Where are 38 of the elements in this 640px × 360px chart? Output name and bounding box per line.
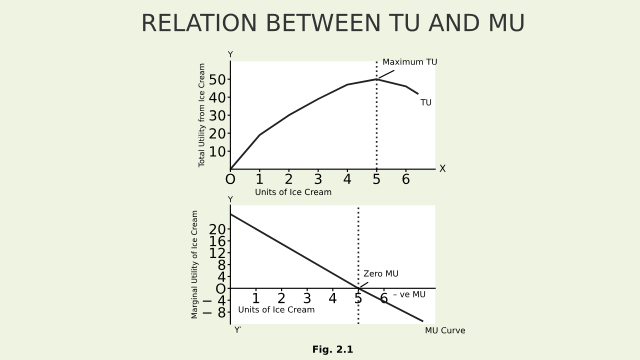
- text: Y′: [234, 326, 242, 333]
- y-tick-label: 20: [210, 224, 226, 234]
- x-tick-label: 5: [373, 174, 380, 184]
- series-label: MU Curve: [426, 327, 466, 334]
- x-axis-title: Units of Ice Cream: [256, 188, 332, 196]
- annotation: Zero MU: [364, 270, 398, 277]
- x-tick-label: 4: [329, 292, 336, 304]
- annotation: Maximum TU: [383, 58, 437, 65]
- caption: Fig. 2.1: [313, 345, 353, 355]
- series-label: TU: [420, 99, 432, 106]
- x-tick-label: 4: [344, 174, 352, 184]
- x-tick-label: 2: [278, 292, 285, 304]
- y-tick-label: 16: [210, 236, 226, 246]
- y-tick-label: 50: [210, 74, 226, 85]
- y-tick-label: 10: [210, 146, 226, 157]
- x-tick-label: 3: [314, 174, 322, 184]
- text: X: [440, 164, 446, 172]
- x-tick-label: O: [226, 174, 236, 184]
- y-tick-label: 4: [218, 272, 226, 282]
- annotation: – ve MU: [393, 291, 426, 298]
- y-tick-label: − 4: [202, 295, 226, 306]
- text: Y: [228, 51, 233, 58]
- y-tick-label: − 8: [202, 307, 226, 318]
- x-tick-label: 1: [256, 174, 263, 184]
- x-tick-label: 2: [286, 174, 292, 184]
- x-axis-title: Units of Ice Cream: [238, 306, 314, 313]
- y-tick-label: O: [216, 283, 226, 294]
- x-tick-label: 1: [253, 292, 260, 304]
- x-tick-label: 6: [402, 174, 410, 184]
- y-tick-label: 12: [210, 248, 225, 258]
- x-tick-label: 3: [304, 292, 311, 304]
- chart-title: RELATION BETWEEN TU AND MU: [143, 14, 524, 32]
- y-tick-label: 20: [210, 128, 226, 139]
- y-tick-label: 40: [209, 92, 226, 103]
- x-tick-label: 5: [355, 292, 362, 304]
- y-tick-label: 30: [210, 110, 226, 121]
- y-tick-label: 8: [218, 260, 226, 270]
- text: Y: [228, 196, 233, 202]
